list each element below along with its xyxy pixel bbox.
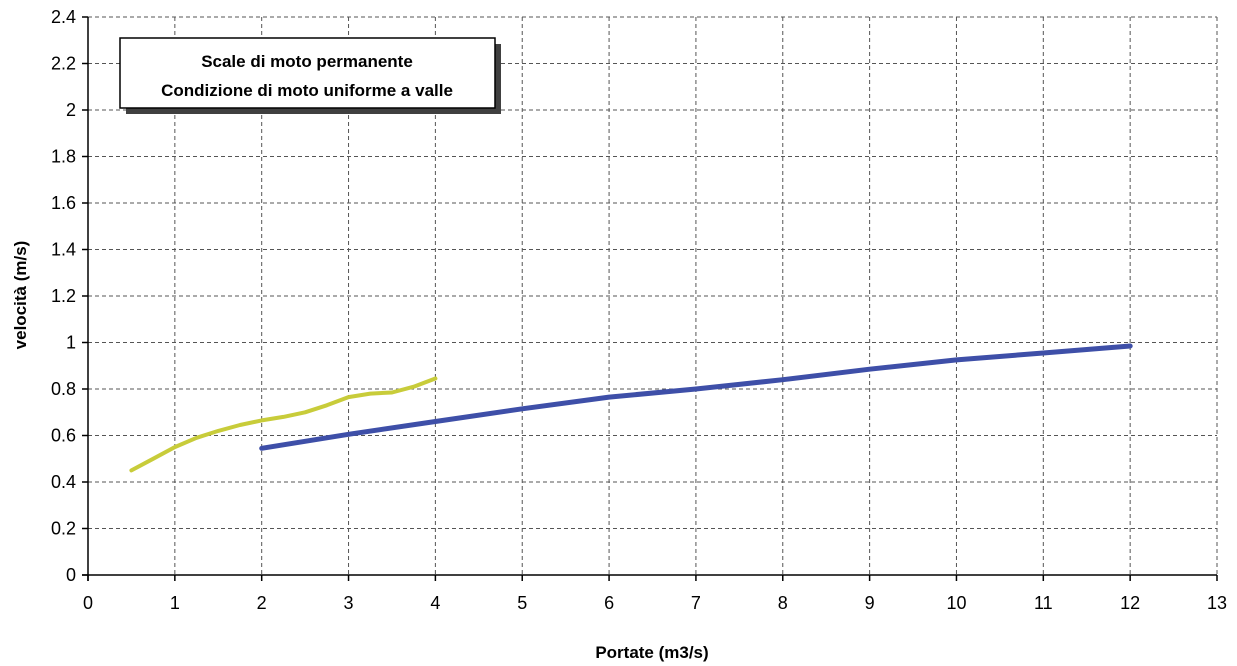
x-tick-label: 0	[83, 593, 93, 613]
x-tick-label: 9	[865, 593, 875, 613]
y-tick-label: 1.4	[51, 240, 76, 260]
y-tick-label: 2.2	[51, 54, 76, 74]
y-tick-label: 0.2	[51, 519, 76, 539]
x-tick-label: 4	[430, 593, 440, 613]
x-axis-title: Portate (m3/s)	[595, 643, 708, 662]
x-tick-label: 8	[778, 593, 788, 613]
y-tick-label: 0.4	[51, 472, 76, 492]
x-tick-label: 3	[344, 593, 354, 613]
x-tick-labels: 0 1 2 3 4 5 6 7 8 9 10 11 12 13	[83, 593, 1227, 613]
x-tick-label: 5	[517, 593, 527, 613]
x-tick-label: 2	[257, 593, 267, 613]
grid	[88, 16, 1218, 575]
axes	[82, 16, 1218, 581]
x-tick-label: 7	[691, 593, 701, 613]
series-layer	[129, 343, 1133, 473]
x-tick-label: 1	[170, 593, 180, 613]
x-tick-label: 11	[1034, 593, 1053, 613]
series-line-2	[259, 343, 1133, 451]
annotation-box: Scale di moto permanente Condizione di m…	[119, 37, 501, 114]
x-tick-label: 6	[604, 593, 614, 613]
y-tick-label: 0.8	[51, 379, 76, 399]
y-tick-label: 1.6	[51, 193, 76, 213]
y-axis-title: velocità (m/s)	[11, 241, 30, 350]
x-tick-label: 12	[1120, 593, 1140, 613]
y-tick-label: 0.6	[51, 426, 76, 446]
series-line-1	[129, 376, 438, 473]
x-tick-label: 10	[946, 593, 966, 613]
y-tick-label: 2.4	[51, 7, 76, 27]
annotation-line-1: Scale di moto permanente	[201, 52, 413, 71]
y-tick-label: 2	[66, 100, 76, 120]
y-tick-labels: 0 0.2 0.4 0.6 0.8 1 1.2 1.4 1.6 1.8 2 2.2 2.4	[51, 7, 76, 585]
x-tick-label: 13	[1207, 593, 1227, 613]
y-tick-label: 1.2	[51, 286, 76, 306]
annotation-line-2: Condizione di moto uniforme a valle	[161, 81, 453, 100]
y-tick-label: 1	[66, 333, 76, 353]
y-tick-label: 0	[66, 565, 76, 585]
y-tick-label: 1.8	[51, 147, 76, 167]
annotation-frame	[119, 37, 496, 109]
